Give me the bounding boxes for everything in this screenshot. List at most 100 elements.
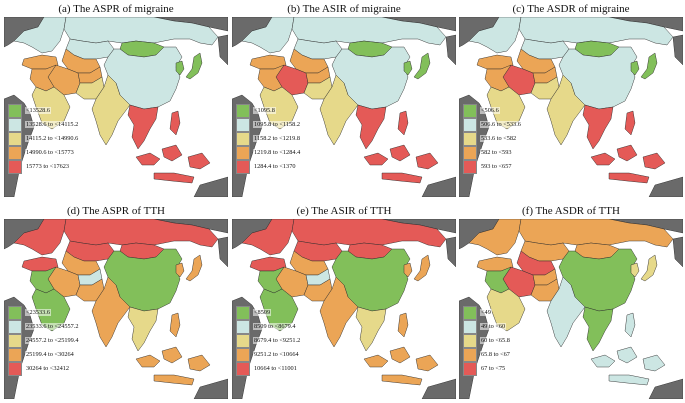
legend-swatch (236, 361, 250, 376)
east-context-land (445, 236, 456, 268)
legend-item: 24557.2 to <25199.4 (8, 333, 80, 348)
legend-swatch (8, 159, 22, 174)
region-korea (403, 60, 413, 76)
legend-label: 24557.2 to <25199.4 (25, 337, 80, 344)
map-panel-a: (a) The ASPR of migraine (4, 2, 228, 197)
legend-item: 23533.6 to <24557.2 (8, 319, 80, 334)
legend-swatch (8, 103, 22, 118)
region-philippines (397, 110, 409, 136)
east-context-land (217, 236, 228, 268)
legend-item: 60 to <65.8 (463, 333, 511, 348)
legend-label: 14115.2 to <14990.6 (25, 135, 80, 142)
region-mainland-southeast-asia (355, 306, 387, 352)
legend-swatch (8, 361, 22, 376)
legend-label: <8509 (253, 309, 272, 316)
region-india (91, 276, 131, 348)
legend-label: 14990.6 to <15773 (25, 149, 75, 156)
legend-label: 582 to <593 (480, 149, 513, 156)
map-panel-c: (c) The ASDR of migraine (459, 2, 683, 197)
region-philippines (169, 110, 181, 136)
region-mainland-southeast-asia (127, 306, 159, 352)
legend-swatch (463, 131, 477, 146)
panel-title: (f) The ASDR of TTH (522, 205, 620, 217)
legend-item: 30264 to <32412 (8, 361, 80, 376)
map-panel-d: (d) The ASPR of TTH (4, 204, 228, 399)
region-philippines (169, 312, 181, 338)
legend-swatch (236, 159, 250, 174)
region-japan (640, 254, 658, 282)
east-context-land (672, 236, 683, 268)
legend-item: 8509 to <8679.4 (236, 319, 301, 334)
legend-label: 67 to <75 (480, 365, 507, 372)
legend-item: <13528.6 (8, 103, 79, 118)
region-japan (413, 52, 431, 80)
legend-label: 60 to <65.8 (480, 337, 511, 344)
legend-label: 1095.8 to <1158.2 (253, 121, 301, 128)
legend-swatch (236, 145, 250, 160)
oceania-context-land (421, 176, 456, 197)
oceania-context-land (648, 378, 683, 399)
region-japan (185, 254, 203, 282)
legend-item: 14115.2 to <14990.6 (8, 131, 80, 146)
region-india (319, 74, 359, 146)
legend-swatch (236, 347, 250, 362)
legend-swatch (236, 305, 250, 320)
region-mainland-southeast-asia (355, 104, 387, 150)
region-mainland-southeast-asia (582, 306, 614, 352)
legend-item: <49 (463, 305, 511, 320)
choropleth-map (4, 219, 228, 399)
map-panel-b: (b) The ASIR of migraine (232, 2, 456, 197)
oceania-context-land (193, 176, 228, 197)
region-arabian-peninsula (486, 288, 526, 332)
legend-label: <506.6 (480, 107, 500, 114)
legend-label: 1219.8 to <1284.4 (253, 149, 302, 156)
region-india (91, 74, 131, 146)
map-legend: <506.6 506.6 to <533.6 533.6 to <582 582… (463, 103, 522, 174)
legend-label: <23533.6 (25, 309, 52, 316)
map-legend: <8509 8509 to <8679.4 8679.4 to <9251.2 … (236, 305, 302, 376)
legend-label: 23533.6 to <24557.2 (25, 323, 80, 330)
panel-title: (d) The ASPR of TTH (67, 205, 165, 217)
legend-label: 10664 to <11001 (253, 365, 298, 372)
legend-swatch (236, 117, 250, 132)
legend-label: 15773 to <17623 (25, 163, 71, 170)
legend-label: 8509 to <8679.4 (253, 323, 297, 330)
legend-label: <1095.8 (253, 107, 276, 114)
legend-item: 593 to <657 (463, 159, 522, 174)
legend-item: 533.6 to <582 (463, 131, 522, 146)
region-indonesia (363, 144, 439, 184)
legend-item: 10664 to <11001 (236, 361, 301, 376)
legend-label: 533.6 to <582 (480, 135, 518, 142)
legend-swatch (236, 333, 250, 348)
legend-label: 1158.2 to <1219.8 (253, 135, 301, 142)
legend-item: 8679.4 to <9251.2 (236, 333, 302, 348)
legend-item: 1095.8 to <1158.2 (236, 117, 301, 132)
region-india (546, 276, 586, 348)
east-context-land (445, 34, 456, 66)
map-legend: <49 49 to <60 60 to <65.8 65.8 to <67 67… (463, 305, 511, 376)
region-japan (413, 254, 431, 282)
map-legend: <1095.8 1095.8 to <1158.2 1158.2 to <121… (236, 103, 302, 174)
legend-swatch (8, 145, 22, 160)
legend-item: <506.6 (463, 103, 522, 118)
map-panel-e: (e) The ASIR of TTH (232, 204, 456, 399)
region-mainland-southeast-asia (127, 104, 159, 150)
legend-item: 65.8 to <67 (463, 347, 511, 362)
legend-swatch (236, 319, 250, 334)
east-context-land (217, 34, 228, 66)
legend-swatch (236, 131, 250, 146)
legend-label: 8679.4 to <9251.2 (253, 337, 302, 344)
legend-swatch (8, 347, 22, 362)
legend-swatch (236, 103, 250, 118)
legend-item: <23533.6 (8, 305, 80, 320)
map-legend: <13528.6 13528.6 to <14115.2 14115.2 to … (8, 103, 80, 174)
legend-item: 15773 to <17623 (8, 159, 79, 174)
panel-title: (e) The ASIR of TTH (296, 205, 392, 217)
legend-label: 9251.2 to <10664 (253, 351, 300, 358)
oceania-context-land (648, 176, 683, 197)
region-indonesia (363, 346, 439, 386)
legend-label: 593 to <657 (480, 163, 513, 170)
legend-swatch (463, 159, 477, 174)
legend-swatch (463, 305, 477, 320)
panel-title: (c) The ASDR of migraine (512, 3, 630, 15)
